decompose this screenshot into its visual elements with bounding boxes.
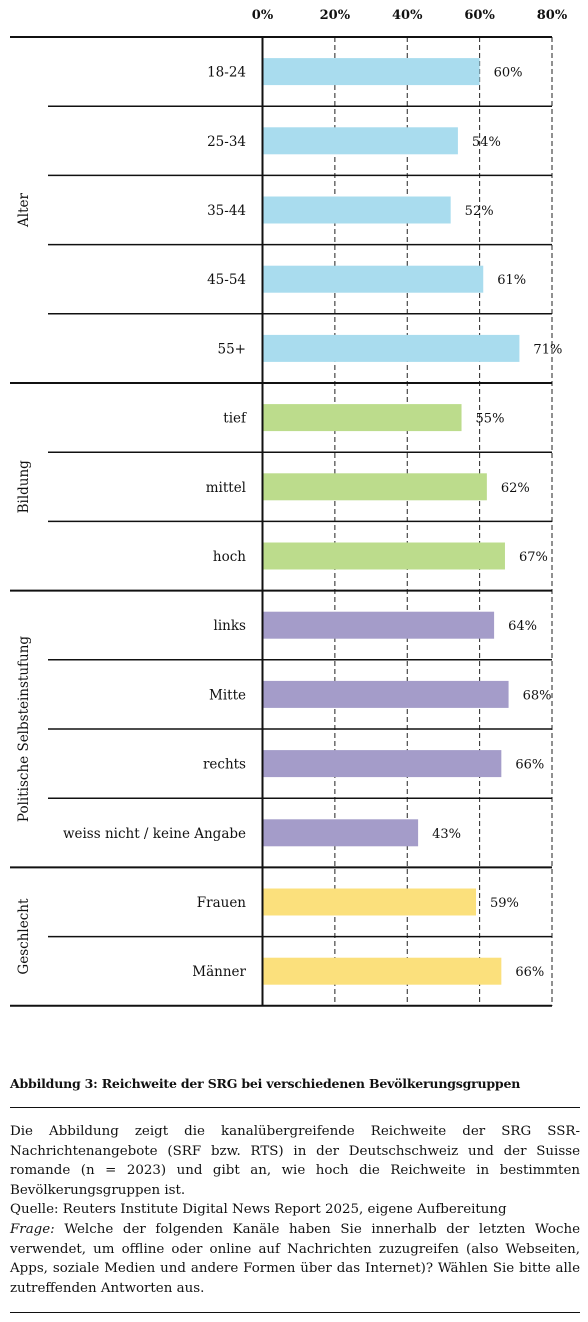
value-label: 64% [508,619,537,634]
value-label: 67% [519,550,548,565]
caption-bottom-rule [10,1312,580,1313]
x-tick-label: 40% [392,8,423,23]
bar [262,473,487,501]
group-label: Bildung [16,460,32,514]
value-label: 71% [533,342,562,357]
bar-chart: 0% 20% 40% 60% 80% Alter 18-24 60% 25-34 54% 35-44… [10,8,568,1007]
value-label: 68% [523,688,552,703]
caption-top-rule [10,1107,580,1108]
group-label: Politische Selbsteinstufung [16,636,32,822]
bar [262,265,484,293]
bar [262,196,451,224]
category-label: tief [223,411,247,427]
value-label: 66% [515,965,544,980]
value-label: 55% [476,412,505,427]
description-text: Die Abbildung zeigt die kanalübergreifen… [10,1124,580,1198]
question-text: Frage: Welche der folgenden Kanäle haben… [10,1220,580,1298]
bar [262,334,520,362]
value-label: 61% [497,273,526,288]
x-tick-label: 80% [537,8,568,23]
source-text: Quelle: Reuters Institute Digital News R… [10,1202,507,1218]
value-label: 59% [490,896,519,911]
figure-title: Abbildung 3: Reichweite der SRG bei vers… [10,1076,521,1091]
bar [262,680,509,708]
category-label: 45-54 [207,272,246,288]
bar [262,127,458,155]
category-label: mittel [206,480,246,496]
category-label: 55+ [218,341,247,357]
category-label: 25-34 [207,134,246,150]
x-tick-label: 20% [320,8,351,23]
value-label: 43% [432,827,461,842]
category-label: weiss nicht / keine Angabe [63,826,246,842]
x-tick-label: 60% [464,8,495,23]
category-label: rechts [203,757,246,773]
value-label: 66% [515,758,544,773]
bar [262,957,502,985]
category-label: Männer [192,964,246,980]
figure-description: Die Abbildung zeigt die kanalübergreifen… [10,1122,580,1298]
bar [262,611,495,639]
category-label: Frauen [197,895,247,911]
bar [262,888,477,916]
category-label: links [214,618,247,634]
category-label: hoch [213,549,246,565]
category-label: 35-44 [207,203,246,219]
category-label: Mitte [209,687,246,703]
value-label: 62% [501,481,530,496]
question-label: Frage: [10,1221,55,1237]
group-label: Alter [16,192,32,227]
question-body: Welche der folgenden Kanäle haben Sie in… [10,1221,580,1296]
value-label: 52% [465,204,494,219]
bar [262,542,505,570]
value-label: 54% [472,135,501,150]
value-label: 60% [494,66,523,81]
bar [262,750,502,778]
group-label: Geschlecht [16,898,32,975]
bar [262,819,419,847]
x-tick-label: 0% [252,8,274,23]
category-label: 18-24 [207,65,246,81]
bar [262,58,480,86]
bar [262,404,462,432]
